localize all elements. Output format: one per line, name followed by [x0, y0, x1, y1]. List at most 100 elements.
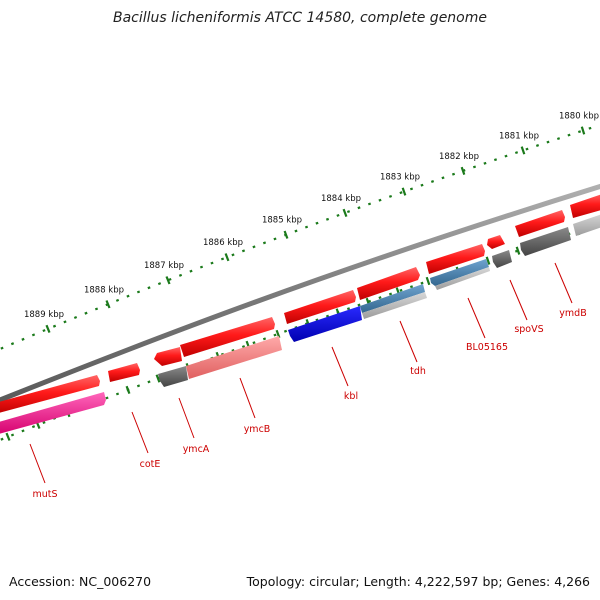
- ruler-dot: [231, 348, 235, 352]
- ruler-dot: [399, 191, 403, 195]
- gene-arrow: [0, 375, 100, 413]
- gene-arrow: [180, 317, 275, 357]
- ruler-dot: [189, 269, 193, 273]
- ruler-dot: [73, 315, 78, 320]
- ruler-dot: [63, 320, 67, 324]
- ruler-dot: [168, 277, 172, 281]
- ruler-dot: [252, 245, 256, 249]
- ruler-dot: [31, 425, 36, 429]
- ruler-dot: [21, 429, 25, 433]
- ruler-dot: [483, 161, 487, 165]
- gene-arrow: [426, 244, 485, 274]
- gene-leader-line: [239, 377, 256, 419]
- gene-arrow-next: [573, 214, 600, 236]
- ruler-dot: [0, 346, 4, 350]
- ruler-dot: [388, 292, 393, 296]
- ruler-dot: [325, 314, 330, 318]
- ruler-dot: [525, 147, 529, 151]
- ruler-dot: [241, 249, 246, 253]
- gene-arrow: [284, 290, 356, 324]
- ruler-major-tick: [125, 385, 131, 394]
- ruler-major-tick: [580, 126, 586, 135]
- ruler-dot: [273, 333, 277, 337]
- ruler-dot: [357, 303, 361, 307]
- ruler-dot: [31, 333, 36, 337]
- ruler-major-tick: [425, 276, 431, 286]
- gene-label-cotE: cotE: [140, 459, 161, 470]
- ruler-dot: [84, 311, 88, 315]
- topology-label: Topology: circular; Length: 4,222,597 bp…: [246, 574, 590, 589]
- gene-arrow-spoVS: [492, 250, 512, 268]
- ruler-major-tick: [460, 166, 466, 175]
- gene-label-mutS: mutS: [32, 489, 57, 500]
- ruler-major-tick: [401, 187, 407, 196]
- ruler-tick-label: 1886 kbp: [203, 238, 243, 248]
- ruler-dot: [420, 281, 424, 285]
- ruler-dot: [10, 342, 15, 346]
- gene-label-ymcB: ymcB: [244, 424, 271, 435]
- gene-arrow-ymcB: [186, 336, 282, 379]
- ruler-dot: [577, 130, 582, 134]
- ruler-dot: [42, 329, 46, 333]
- gene-leader-line: [131, 411, 149, 454]
- gene-arrow-mutS: [0, 392, 106, 434]
- gene-arrow: [515, 210, 565, 237]
- ruler-dot: [378, 198, 382, 202]
- ruler-tick-label: 1882 kbp: [439, 152, 479, 162]
- ruler-dot: [325, 217, 330, 221]
- ruler-major-tick: [165, 276, 171, 285]
- ruler-dot: [0, 437, 4, 441]
- ruler-dot: [567, 133, 571, 137]
- ruler-dot: [115, 298, 120, 302]
- ruler-dot: [21, 337, 25, 341]
- ruler-dot: [357, 206, 361, 210]
- ruler-major-tick: [515, 246, 521, 255]
- ruler-tick-label: 1887 kbp: [144, 261, 184, 271]
- ruler-major-tick: [105, 300, 111, 309]
- ruler-major-tick: [520, 146, 526, 155]
- ruler-major-tick: [5, 432, 11, 441]
- ruler-dot: [399, 288, 403, 292]
- ruler-dot: [136, 290, 141, 294]
- ruler-major-tick: [45, 324, 51, 334]
- ruler-dot: [441, 176, 445, 180]
- ruler-dot: [388, 194, 393, 198]
- gene-label-ymdB: ymdB: [559, 308, 586, 319]
- dna-backbone: [0, 183, 600, 403]
- ruler-dot: [94, 307, 99, 311]
- ruler-dot: [220, 257, 225, 261]
- gene-arrow-BL05165: [430, 259, 489, 286]
- ruler-dot: [304, 225, 309, 229]
- forward-strand-genes: [0, 194, 600, 413]
- ruler-dot: [147, 380, 151, 384]
- ruler-dot: [588, 126, 592, 130]
- ruler-dot: [262, 241, 267, 245]
- ruler-dot: [504, 154, 508, 158]
- gene-arrow-ymcA: [158, 366, 188, 387]
- gene-arrow-ymdB: [520, 227, 571, 256]
- ruler-dot: [126, 294, 130, 298]
- gene-leader-line: [509, 279, 528, 321]
- ruler-tick-label: 1889 kbp: [24, 310, 64, 320]
- ruler-dot: [420, 183, 424, 187]
- ruler-dot: [556, 137, 561, 141]
- ruler-dot: [294, 229, 298, 233]
- gene-arrow: [487, 235, 505, 249]
- ruler-dot: [409, 187, 414, 191]
- gene-label-BL05165: BL05165: [466, 342, 508, 353]
- ruler-dot: [273, 237, 277, 241]
- ruler-tick-label: 1881 kbp: [499, 131, 539, 141]
- ruler-dot: [409, 285, 414, 289]
- ruler-dot: [535, 144, 540, 147]
- ruler-dot: [105, 396, 109, 400]
- ruler-dot: [315, 221, 319, 225]
- gene-leader-line: [399, 320, 418, 363]
- gene-arrow-tdh-shade: [362, 292, 427, 319]
- gene-label-kbl: kbl: [344, 391, 358, 402]
- ruler-dot: [178, 273, 183, 277]
- ruler-track: [0, 126, 592, 441]
- ruler-major-tick: [485, 256, 491, 265]
- gene-arrow: [357, 267, 420, 300]
- ruler-dot: [115, 392, 120, 396]
